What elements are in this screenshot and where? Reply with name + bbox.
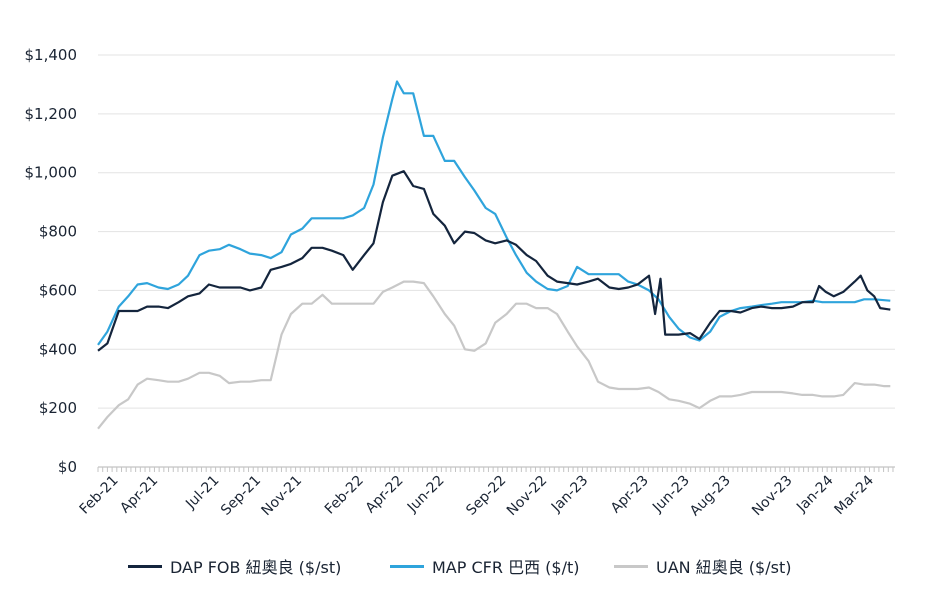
legend-swatch-map [390, 564, 424, 568]
x-tick-label: Apr-21 [117, 473, 161, 517]
x-tick-label: Jun-22 [404, 473, 448, 517]
y-tick-label: $1,000 [25, 164, 78, 182]
legend-item-dap: DAP FOB 紐奧良 ($/st) [128, 552, 341, 580]
x-tick-label: Feb-21 [77, 473, 122, 518]
y-tick-label: $0 [58, 458, 77, 476]
legend-swatch-uan [614, 564, 648, 568]
x-tick-label: Jan-23 [548, 473, 591, 516]
y-tick-label: $1,200 [25, 105, 78, 123]
x-tick-label: Nov-21 [259, 473, 306, 520]
x-tick-label: Jun-23 [649, 473, 693, 517]
legend-swatch-dap [128, 564, 162, 568]
x-tick-label: Nov-23 [749, 473, 796, 520]
x-tick-label: Jan-24 [793, 472, 837, 516]
y-tick-label: $400 [39, 340, 77, 358]
legend-label-map: MAP CFR 巴西 ($/t) [432, 558, 580, 577]
legend-label-dap: DAP FOB 紐奧良 ($/st) [170, 558, 342, 577]
x-tick-label: Mar-24 [831, 472, 877, 518]
uan-series-line [97, 280, 891, 430]
series-lines [97, 80, 891, 430]
legend-item-uan: UAN 紐奧良 ($/st) [614, 552, 791, 580]
y-tick-label: $200 [39, 399, 77, 417]
y-tick-label: $800 [39, 223, 77, 241]
legend-label-uan: UAN 紐奧良 ($/st) [656, 558, 792, 577]
map-series-line [97, 80, 891, 346]
dap-series-line [97, 170, 891, 352]
x-tick-label: Apr-23 [608, 473, 652, 517]
legend: DAP FOB 紐奧良 ($/st) MAP CFR 巴西 ($/t) UAN … [0, 552, 940, 580]
x-tick-label: Sep-21 [218, 473, 264, 519]
x-tick-label: Aug-23 [687, 473, 734, 520]
y-tick-label: $1,400 [25, 46, 78, 64]
x-tick-label: Apr-22 [363, 473, 407, 517]
x-tick-label: Nov-22 [504, 473, 551, 520]
x-tick-label: Sep-22 [463, 473, 509, 519]
legend-item-map: MAP CFR 巴西 ($/t) [390, 552, 579, 580]
y-tick-label: $600 [39, 281, 77, 299]
x-tick-label: Jul-21 [182, 473, 222, 513]
gridlines [98, 54, 895, 409]
y-axis: $0 $200 $400 $600 $800 $1,000 $1,200 $1,400 [25, 46, 78, 476]
x-tick-label: Feb-22 [322, 473, 367, 518]
